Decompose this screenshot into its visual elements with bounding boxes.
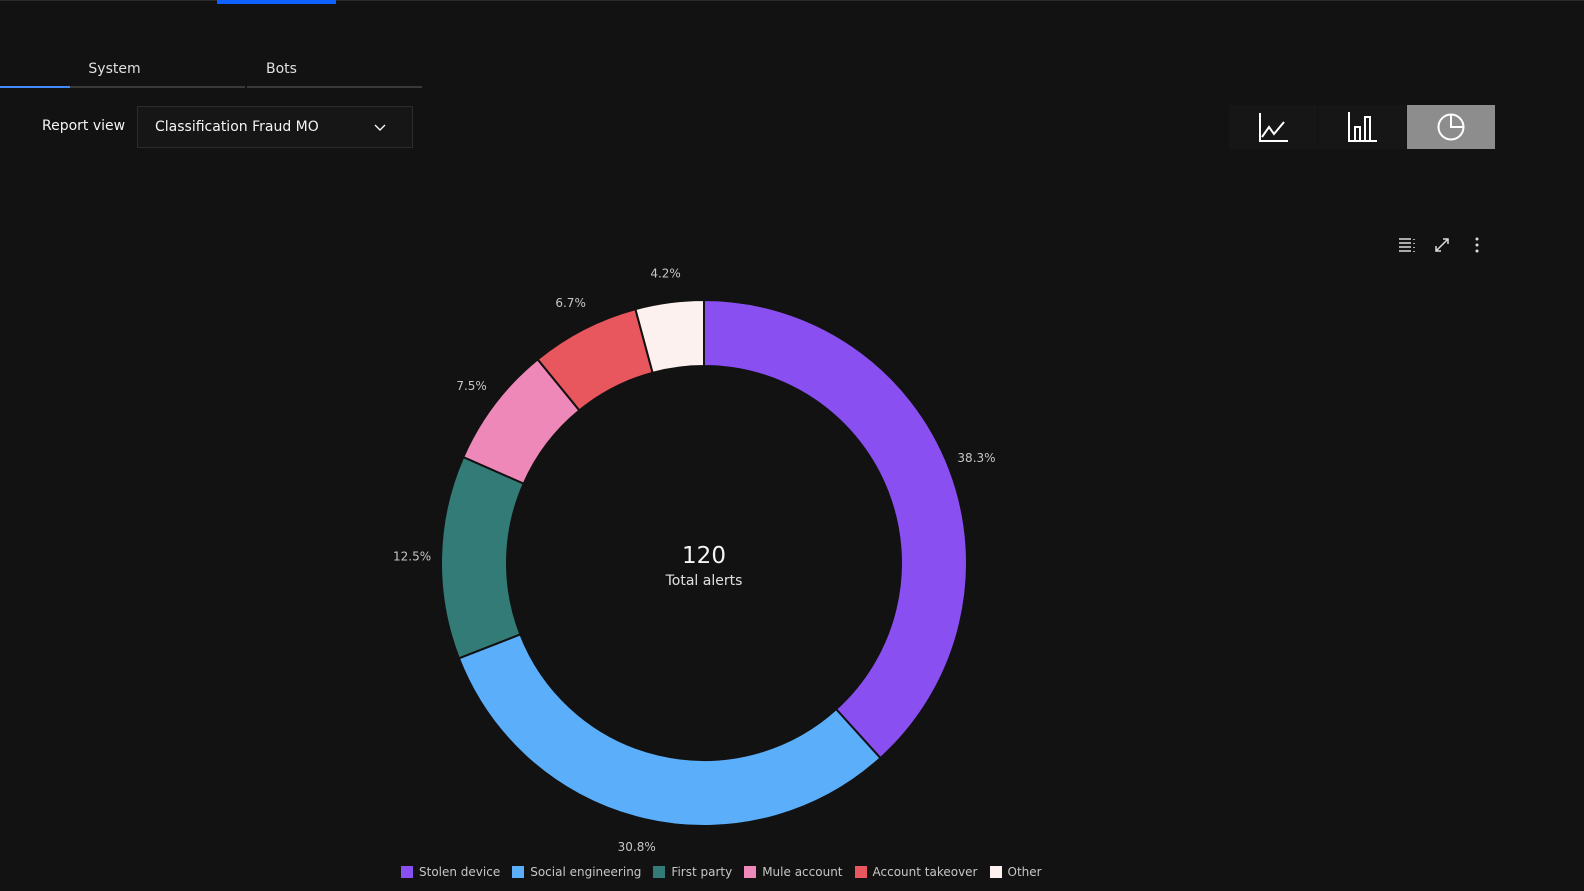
legend-item[interactable]: Account takeover xyxy=(854,865,978,879)
legend-swatch xyxy=(989,866,1002,878)
slice-label: 38.3% xyxy=(957,451,995,465)
legend-item[interactable]: Other xyxy=(989,865,1042,879)
tab-active-indicator xyxy=(0,86,70,88)
chart-toolbar xyxy=(1398,236,1486,254)
bar-chart-button[interactable] xyxy=(1318,105,1406,149)
active-nav-indicator xyxy=(217,0,336,4)
table-view-icon xyxy=(1399,238,1415,252)
bar-chart-icon xyxy=(1348,112,1377,142)
donut-slice-stolen-device[interactable] xyxy=(703,298,968,760)
total-label: Total alerts xyxy=(665,573,743,589)
chart-legend: Stolen device Social engineering First par… xyxy=(401,865,1054,879)
total-value: 120 xyxy=(682,543,726,569)
tab-label: Bots xyxy=(266,61,297,77)
legend-label: Other xyxy=(1007,865,1042,879)
donut-slice-first-party[interactable] xyxy=(440,455,526,660)
legend-item[interactable]: First party xyxy=(653,865,732,879)
legend-item[interactable]: Mule account xyxy=(744,865,843,879)
legend-swatch xyxy=(854,866,867,878)
maximize-icon xyxy=(1435,238,1449,252)
legend-item[interactable]: Social engineering xyxy=(512,865,641,879)
slice-label: 7.5% xyxy=(456,379,487,393)
pie-chart-icon xyxy=(1437,113,1465,141)
legend-label: Account takeover xyxy=(872,865,978,879)
slice-label: 4.2% xyxy=(650,267,681,281)
line-chart-button[interactable] xyxy=(1229,105,1317,149)
tab-list: System Bots xyxy=(0,52,422,88)
top-border xyxy=(0,0,1584,1)
legend-item[interactable]: Stolen device xyxy=(401,865,500,879)
tab-label: System xyxy=(88,61,141,77)
overflow-menu-icon xyxy=(1475,237,1479,253)
report-view-value: Classification Fraud MO xyxy=(155,119,319,135)
legend-swatch xyxy=(512,866,525,878)
slice-label: 30.8% xyxy=(618,840,656,854)
legend-swatch xyxy=(744,866,757,878)
line-chart-icon xyxy=(1259,113,1288,142)
table-view-button[interactable] xyxy=(1398,236,1416,254)
slice-label: 6.7% xyxy=(555,296,586,310)
legend-swatch xyxy=(401,866,413,878)
donut-slice-other[interactable] xyxy=(634,298,705,375)
tab-system[interactable]: System xyxy=(0,52,245,88)
legend-swatch xyxy=(653,866,666,878)
report-view-dropdown[interactable]: Classification Fraud MO xyxy=(137,106,413,148)
report-view-label: Report view xyxy=(42,118,126,134)
legend-label: First party xyxy=(671,865,733,879)
overflow-menu-button[interactable] xyxy=(1468,236,1486,254)
slice-label: 12.5% xyxy=(393,550,431,564)
legend-label: Mule account xyxy=(762,865,843,879)
tab-bots[interactable]: Bots xyxy=(247,52,422,88)
chevron-down-icon xyxy=(374,124,386,131)
legend-label: Stolen device xyxy=(419,865,501,879)
donut-slice-social-engineering[interactable] xyxy=(457,633,882,827)
maximize-button[interactable] xyxy=(1433,236,1451,254)
legend-label: Social engineering xyxy=(530,865,642,879)
chart-type-switcher xyxy=(1229,105,1496,149)
pie-chart-button[interactable] xyxy=(1407,105,1495,149)
